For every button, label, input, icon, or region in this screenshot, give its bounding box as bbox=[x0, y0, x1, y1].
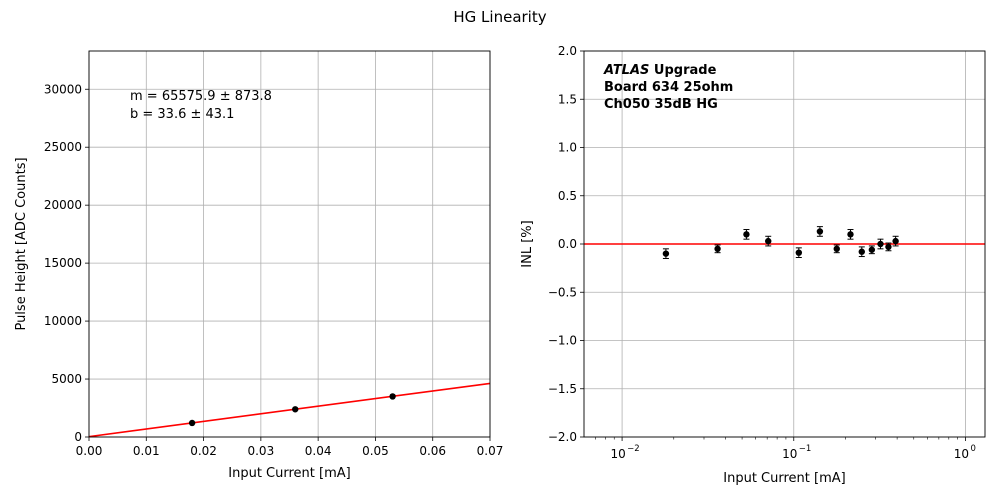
y-tick-label: −0.5 bbox=[548, 285, 577, 299]
y-tick-label: 1.5 bbox=[558, 92, 577, 106]
data-point bbox=[816, 228, 824, 235]
y-tick-label: −1.5 bbox=[548, 382, 577, 396]
x-tick-label: 0.07 bbox=[477, 444, 504, 458]
x-tick-label-base: 10 bbox=[782, 447, 797, 461]
x-tick-label-base: 10 bbox=[610, 447, 625, 461]
y-tick-label: 15000 bbox=[44, 256, 82, 270]
plot-frame bbox=[88, 50, 491, 438]
data-point bbox=[795, 249, 803, 256]
data-point bbox=[292, 406, 299, 413]
y-tick-label: 30000 bbox=[44, 82, 82, 96]
data-point bbox=[662, 250, 670, 257]
data-point bbox=[833, 245, 840, 253]
atlas-upgrade-label: Upgrade bbox=[649, 63, 716, 78]
x-tick-label-exponent: 0 bbox=[970, 444, 975, 454]
x-tick-label-exponent: −2 bbox=[627, 444, 640, 454]
y-tick-label: 5000 bbox=[51, 372, 82, 386]
data-point bbox=[389, 393, 396, 400]
data-point bbox=[765, 237, 772, 245]
chart-linearity-fit: 0.00 0.01 0.02 0.03 0.04 0.05 0.06 0.07 0 5000 100… bbox=[14, 50, 504, 481]
fit-intercept-annotation: b = 33.6 ± 43.1 bbox=[130, 107, 234, 122]
chart-inl: 10 −2 10 −1 10 0−2.0−1.5−1.0−0.50.00.51.01.52… bbox=[520, 44, 986, 486]
y-tick-label: 2.0 bbox=[558, 44, 577, 58]
atlas-info-line: Ch050 35dB HG bbox=[604, 97, 718, 112]
x-tick-label: 0.04 bbox=[305, 444, 332, 458]
y-axis-label: Pulse Height [ADC Counts] bbox=[14, 157, 29, 330]
y-tick-label: −2.0 bbox=[548, 430, 577, 444]
y-tick-label: 0.0 bbox=[558, 237, 577, 251]
x-tick-label: 0.05 bbox=[362, 444, 389, 458]
x-tick-label: 0.03 bbox=[247, 444, 274, 458]
y-tick-label: 0.5 bbox=[558, 189, 577, 203]
data-point bbox=[743, 231, 750, 238]
y-tick-label: 20000 bbox=[44, 198, 82, 212]
data-point bbox=[892, 237, 899, 245]
x-tick-label-base: 10 bbox=[954, 447, 969, 461]
data-point bbox=[868, 246, 876, 253]
data-point bbox=[714, 245, 721, 253]
x-tick-label-exponent: −1 bbox=[799, 444, 812, 454]
y-tick-label: 1.0 bbox=[558, 141, 577, 155]
data-point bbox=[188, 419, 196, 427]
data-point bbox=[877, 240, 884, 248]
x-tick-label: 0.00 bbox=[76, 444, 103, 458]
atlas-info-line: Board 634 25ohm bbox=[604, 80, 733, 95]
figure-title: HG Linearity bbox=[453, 8, 546, 26]
data-point bbox=[858, 248, 865, 255]
y-axis-label: INL [%] bbox=[520, 220, 535, 267]
x-tick-label: 0.01 bbox=[133, 444, 160, 458]
y-tick-label: 25000 bbox=[44, 140, 82, 154]
x-axis-label: Input Current [mA] bbox=[228, 466, 350, 481]
y-tick-label: −1.0 bbox=[548, 334, 577, 348]
data-point bbox=[885, 243, 892, 251]
atlas-label: ATLAS Upgrade bbox=[603, 63, 717, 78]
fit-slope-annotation: m = 65575.9 ± 873.8 bbox=[130, 89, 272, 104]
data-point bbox=[847, 231, 854, 238]
x-axis-label: Input Current [mA] bbox=[723, 471, 845, 486]
x-tick-label: 0.02 bbox=[190, 444, 217, 458]
atlas-experiment-label: ATLAS bbox=[603, 63, 649, 78]
fit-line bbox=[88, 382, 491, 438]
y-tick-label: 10000 bbox=[44, 314, 82, 328]
y-tick-label: 0 bbox=[74, 430, 82, 444]
x-tick-label: 0.06 bbox=[419, 444, 446, 458]
plot-frame bbox=[583, 50, 986, 438]
